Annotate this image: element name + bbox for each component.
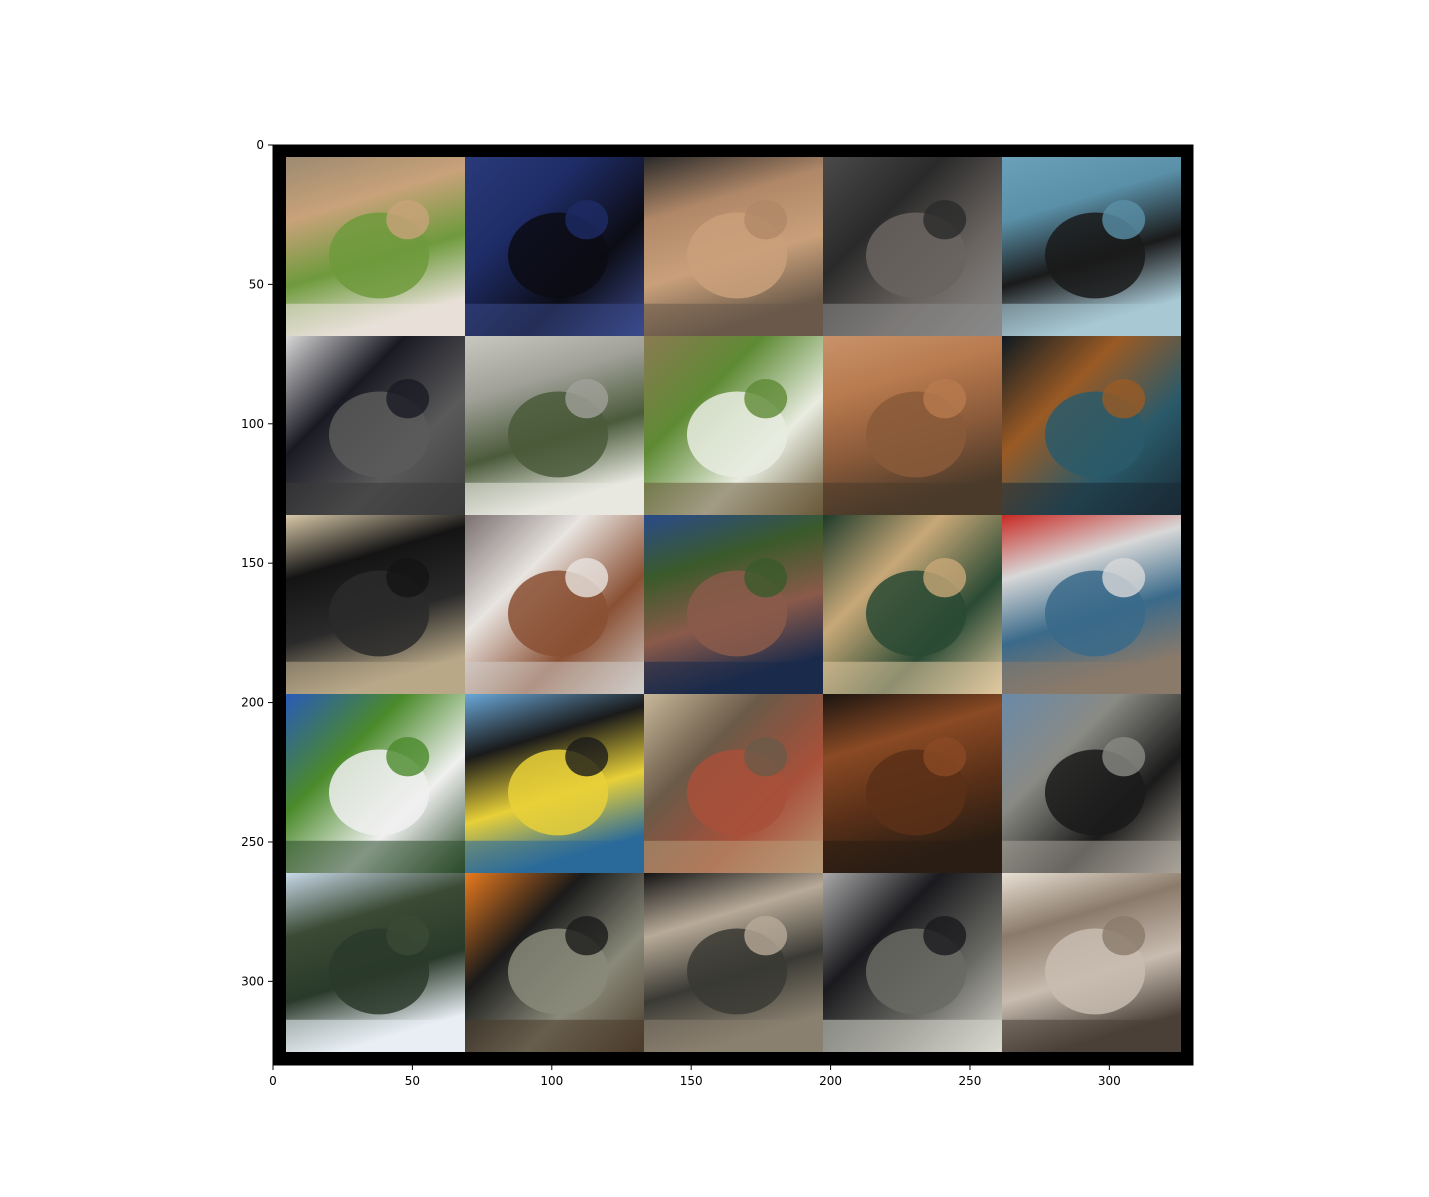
y-tick-label: 150 (241, 556, 264, 570)
tile-smart-roadster-street (823, 873, 1002, 1052)
y-tick-label: 100 (241, 417, 264, 431)
y-tick-label: 50 (249, 277, 264, 291)
y-tick-label: 250 (241, 835, 264, 849)
tile-bloodhound-puppy (1002, 336, 1181, 515)
image-tiles (286, 157, 1181, 1052)
tile-small-plane-mountains (286, 694, 465, 873)
y-tick-label: 200 (241, 696, 264, 710)
tile-blue-smart-car (644, 515, 823, 694)
tile-black-dog-indoors (823, 157, 1002, 336)
tile-orange-sports-car (465, 873, 644, 1052)
tile-tan-dog-green-floor (823, 515, 1002, 694)
tile-cougar-resting (286, 157, 465, 336)
tile-woman-hugging-lynx (644, 157, 823, 336)
tile-black-dog-on-rock (1002, 694, 1181, 873)
tile-black-dog-sand (286, 515, 465, 694)
y-tick-label: 0 (256, 138, 264, 152)
tile-fluffy-cat-back (465, 515, 644, 694)
x-tick-label: 50 (405, 1074, 420, 1088)
x-tick-label: 250 (959, 1074, 982, 1088)
x-tick-label: 300 (1098, 1074, 1121, 1088)
tile-airliner-silhouette (465, 157, 644, 336)
y-axis: 0 50 100 150 200 250 300 (241, 138, 273, 988)
tile-shaggy-dog-lawn (644, 336, 823, 515)
tile-black-dog-surfboard (465, 694, 644, 873)
tile-black-convertible (286, 336, 465, 515)
tile-bloodhound-closeup (823, 694, 1002, 873)
x-tick-label: 200 (819, 1074, 842, 1088)
tile-delta-wing-jet (286, 873, 465, 1052)
tile-silver-hatchback (465, 336, 644, 515)
axes-frame (272, 144, 1194, 1066)
tile-cat-climbing-tree (644, 694, 823, 873)
x-axis: 0 50 100 150 200 250 300 (269, 1065, 1121, 1088)
tile-red-minivan (1002, 515, 1181, 694)
x-tick-label: 150 (680, 1074, 703, 1088)
y-tick-label: 300 (241, 974, 264, 988)
tile-white-cat-lying (1002, 873, 1181, 1052)
x-tick-label: 0 (269, 1074, 277, 1088)
x-tick-label: 100 (540, 1074, 563, 1088)
tile-biplane-aerobatics (1002, 157, 1181, 336)
tile-black-fluffy-dog (644, 873, 823, 1052)
tile-caracal-behind-fence (823, 336, 1002, 515)
